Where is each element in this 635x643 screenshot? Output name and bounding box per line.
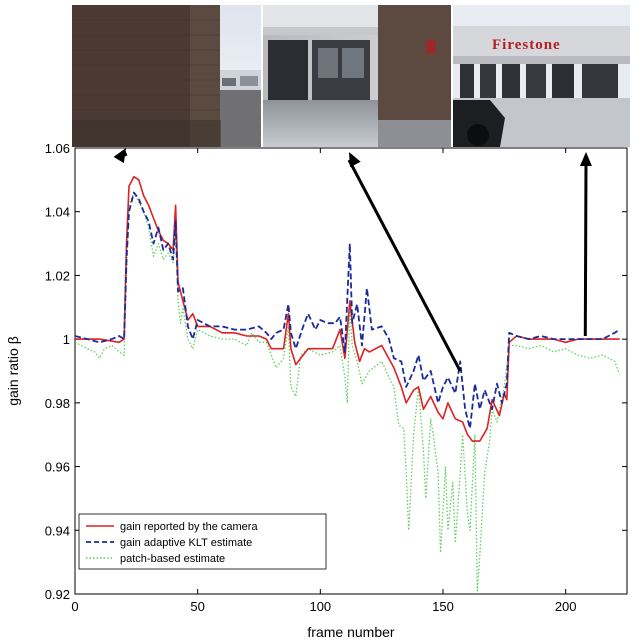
x-tick-label: 150 [432, 599, 454, 614]
arrow-shaft [583, 159, 588, 336]
arrow-head [349, 152, 361, 168]
camera-frame-photo-2 [263, 5, 451, 147]
y-tick-label: 1.06 [45, 141, 70, 156]
legend-label-patch: patch-based estimate [120, 553, 225, 565]
y-tick-labels: 0.92 0.94 0.96 0.98 1 1.02 1.04 1.06 [45, 141, 70, 602]
legend-label-camera: gain reported by the camera [120, 521, 258, 533]
x-tick-label: 50 [190, 599, 204, 614]
x-tick-label: 0 [71, 599, 78, 614]
arrow-head [113, 148, 126, 164]
x-tick-label: 100 [309, 599, 331, 614]
y-tick-label: 0.96 [45, 460, 70, 475]
y-tick-label: 0.94 [45, 523, 70, 538]
firestone-sign: Firestone [492, 37, 561, 53]
x-tick-labels: 0 50 100 150 200 [71, 599, 576, 614]
camera-frame-photo-1 [72, 5, 261, 147]
series-line-1 [75, 191, 621, 430]
legend: gain reported by the camera gain adaptiv… [78, 513, 327, 570]
x-tick-label: 200 [555, 599, 577, 614]
plot-area [74, 147, 628, 595]
arrows-layer [113, 148, 592, 372]
y-tick-label: 1.04 [45, 205, 70, 220]
series-layer [75, 175, 621, 592]
y-axis-label: gain ratio β [5, 336, 21, 406]
arrow-shaft [347, 159, 462, 372]
y-tick-label: 0.98 [45, 396, 70, 411]
legend-box [78, 513, 327, 570]
y-tick-label: 1 [63, 332, 70, 347]
x-axis-label: frame number [307, 624, 394, 640]
camera-frame-photo-3: Firestone [453, 5, 630, 147]
y-tick-label: 0.92 [45, 587, 70, 602]
legend-label-klt: gain adaptive KLT estimate [120, 537, 252, 549]
arrow-head [579, 152, 592, 167]
y-tick-label: 1.02 [45, 268, 70, 283]
